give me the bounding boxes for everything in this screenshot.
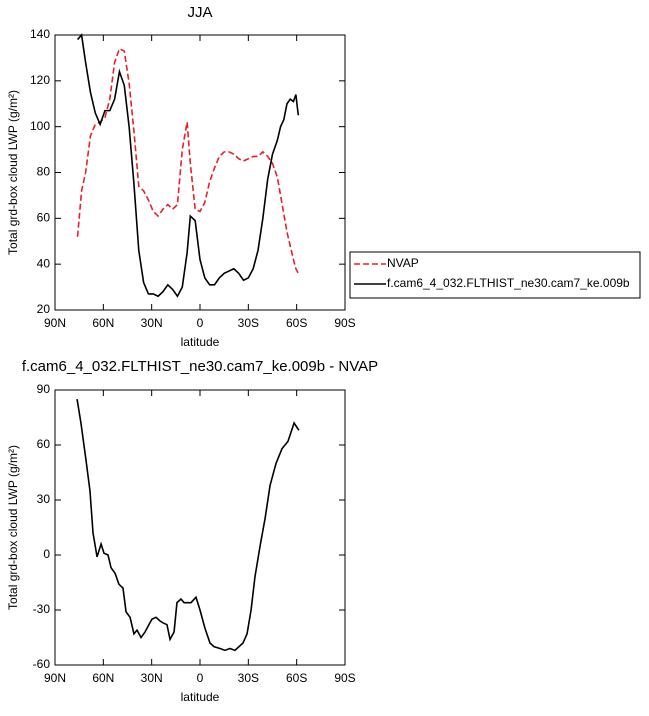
y-tick-label: 30	[37, 492, 51, 506]
x-tick-label: 30S	[238, 316, 259, 330]
y-tick-label: 60	[37, 437, 51, 451]
x-tick-label: 60S	[286, 671, 307, 685]
x-tick-label: 60S	[286, 316, 307, 330]
x-axis-label: latitude	[181, 335, 220, 349]
series-line	[76, 47, 299, 274]
y-tick-label: 40	[37, 256, 51, 270]
legend-box	[349, 251, 641, 299]
plot-frame	[54, 34, 346, 311]
y-tick-label: -60	[33, 657, 51, 671]
x-axis-label: latitude	[181, 690, 220, 704]
x-tick-label: 0	[197, 671, 204, 685]
x-tick-label: 90N	[44, 316, 66, 330]
y-tick-label: 80	[37, 165, 51, 179]
y-tick-label: 120	[30, 73, 50, 87]
y-tick-label: 20	[37, 302, 51, 316]
chart-title: JJA	[187, 4, 212, 21]
x-tick-label: 90S	[334, 316, 355, 330]
x-tick-label: 60N	[92, 316, 114, 330]
y-axis-label: Total grd-box cloud LWP (g/m²)	[6, 90, 20, 255]
x-tick-label: 90N	[44, 671, 66, 685]
x-tick-label: 30N	[141, 316, 163, 330]
y-tick-label: 100	[30, 119, 50, 133]
series-line	[76, 399, 300, 652]
y-tick-label: 60	[37, 211, 51, 225]
legend-label: NVAP	[387, 256, 419, 270]
plot-frame	[54, 389, 346, 666]
y-tick-label: 140	[30, 27, 50, 41]
x-tick-label: 0	[197, 316, 204, 330]
y-tick-label: 0	[43, 547, 50, 561]
x-tick-label: 90S	[334, 671, 355, 685]
series-line	[76, 33, 300, 298]
x-tick-label: 30S	[238, 671, 259, 685]
chart-title: f.cam6_4_032.FLTHIST_ne30.cam7_ke.009b -…	[22, 358, 378, 375]
y-axis-label: Total grd-box cloud LWP (g/m²)	[6, 445, 20, 610]
y-tick-label: -30	[33, 602, 51, 616]
x-tick-label: 60N	[92, 671, 114, 685]
x-tick-label: 30N	[141, 671, 163, 685]
legend-label: f.cam6_4_032.FLTHIST_ne30.cam7_ke.009b	[387, 276, 630, 290]
y-tick-label: 90	[37, 382, 51, 396]
